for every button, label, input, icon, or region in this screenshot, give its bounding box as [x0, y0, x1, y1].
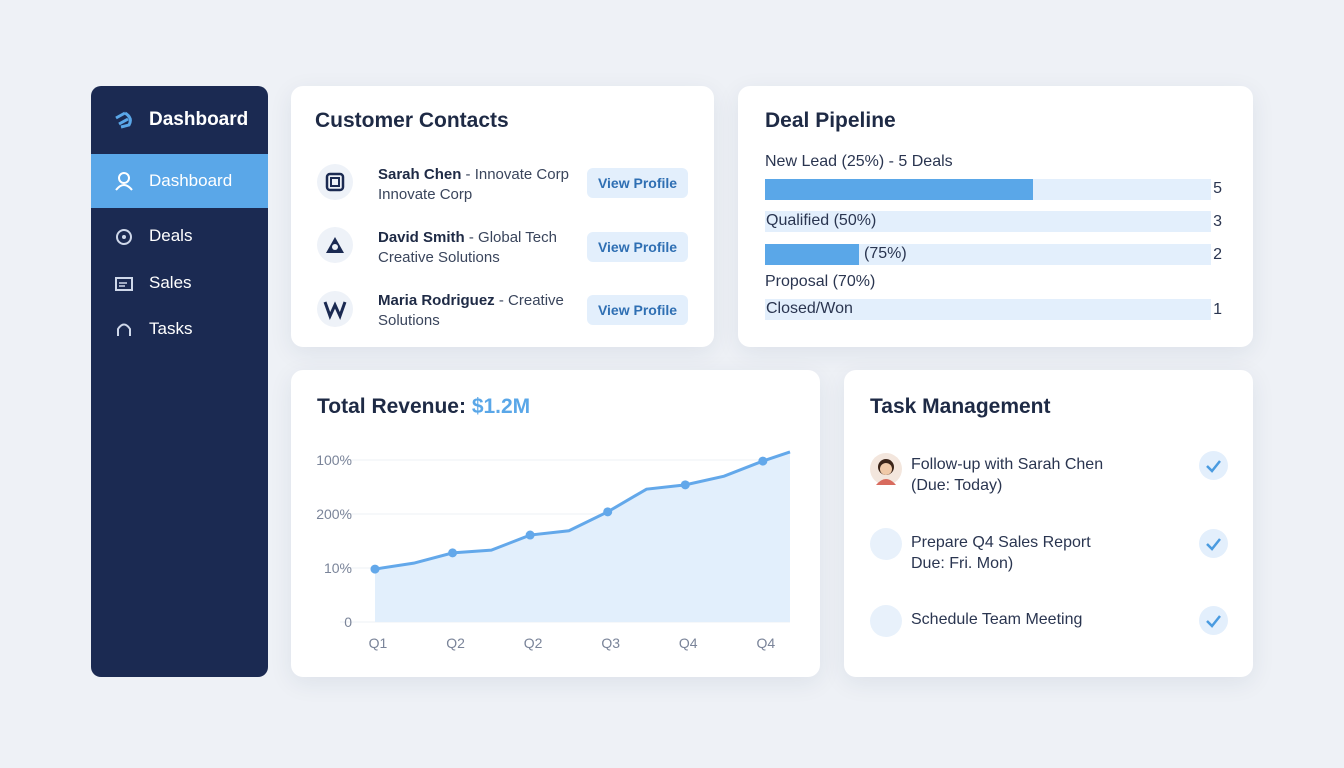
pipeline-card: Deal Pipeline New Lead (25%) - 5 Deals 5… — [738, 86, 1253, 347]
avatar — [317, 164, 353, 200]
stage-count: 1 — [1213, 301, 1222, 318]
point — [525, 530, 535, 540]
task-avatar — [870, 453, 902, 485]
task-check[interactable] — [1199, 529, 1228, 558]
tasks-card: Task Management Follow-up with Sarah Che… — [844, 370, 1253, 677]
task-avatar — [870, 528, 902, 560]
contact-text: David Smith - Global Tech Creative Soluti… — [378, 228, 557, 268]
task-title: Follow-up with Sarah Chen — [911, 456, 1104, 473]
icon — [116, 229, 132, 245]
contact-sub: Creative Solutions — [378, 249, 500, 266]
stage-fill — [765, 179, 1033, 200]
stage-count: 2 — [1213, 246, 1222, 263]
contact-company: - Global Tech — [468, 229, 557, 246]
contact-company: - Innovate Corp — [465, 166, 569, 183]
chart-subtitle: $1.2M — [471, 395, 531, 418]
view-profile-button[interactable]: View Profile — [587, 232, 688, 262]
x-tick-label: Q2 — [446, 635, 465, 651]
task-title: Schedule Team Meeting — [911, 611, 1083, 628]
avatar — [317, 291, 353, 327]
line — [374, 450, 791, 571]
contacts-card: Customer Contacts Sarah Chen - Innovate … — [291, 86, 714, 347]
icon — [117, 323, 131, 336]
stage-label: (75%) — [864, 245, 907, 262]
nav-item[interactable]: Sales — [91, 260, 268, 306]
nav-item[interactable]: Tasks — [91, 306, 268, 352]
x-tick-label: Q2 — [524, 635, 543, 651]
stage-label: New Lead (25%) - 5 Deals — [765, 153, 953, 170]
nav-label: Deals — [149, 226, 193, 245]
x-tick-label: Q1 — [369, 635, 388, 651]
x-tick-label: Q4 — [679, 635, 698, 651]
icon — [115, 277, 133, 291]
task-check[interactable] — [1199, 606, 1228, 635]
contact-text: Sarah Chen - Innovate Corp Innovate Corp — [378, 165, 569, 205]
task-avatar — [870, 605, 902, 637]
stage-track: (75%) — [765, 244, 1211, 265]
x-tick-label: Q4 — [757, 635, 776, 651]
stage-track — [765, 179, 1211, 200]
point — [448, 548, 458, 558]
task-due: Due: Fri. Mon) — [911, 555, 1014, 572]
contact-sub: Innovate Corp — [378, 186, 473, 203]
point — [603, 507, 613, 517]
card-title: Customer Contacts — [315, 109, 509, 132]
sidebar-title: Dashboard — [149, 109, 249, 130]
chart-title: Total Revenue: — [317, 395, 466, 418]
task-text: Prepare Q4 Sales Report Due: Fri. Mon) — [911, 532, 1091, 574]
stage-count: 3 — [1213, 213, 1222, 230]
point — [680, 480, 690, 490]
stage-count: 5 — [1213, 180, 1222, 197]
task-check[interactable] — [1199, 451, 1228, 480]
sidebar: Dashboard Dashboard Deals Sales Tasks — [91, 86, 268, 677]
stage-fill — [765, 244, 859, 265]
point — [758, 456, 768, 466]
chart-title-row: Total Revenue: $1.2M — [317, 395, 530, 419]
task-text: Follow-up with Sarah Chen (Due: Today) — [911, 454, 1103, 496]
y-tick-label: 0 — [344, 614, 352, 630]
view-profile-button[interactable]: View Profile — [587, 295, 688, 325]
stage-label: Proposal (70%) — [765, 273, 876, 290]
nav-item[interactable]: Deals — [91, 213, 268, 259]
view-profile-button[interactable]: View Profile — [587, 168, 688, 198]
nav-item[interactable]: Dashboard — [91, 154, 268, 208]
y-tick-label: 10% — [324, 560, 352, 576]
contact-text: Maria Rodriguez - Creative Solutions — [378, 291, 564, 331]
card-title: Deal Pipeline — [765, 109, 896, 132]
nav-label: Tasks — [149, 319, 193, 338]
card-title: Task Management — [870, 395, 1051, 418]
stage-track: Closed/Won — [765, 299, 1211, 320]
y-tick-label: 100% — [316, 452, 352, 468]
contact-name: Sarah Chen — [378, 166, 462, 183]
area — [375, 451, 790, 622]
logo — [115, 111, 132, 129]
stage-label: Qualified (50%) — [766, 212, 877, 229]
contact-name: Maria Rodriguez — [378, 292, 495, 309]
avatar — [317, 227, 353, 263]
contact-company: - Creative — [498, 292, 564, 309]
point — [370, 564, 380, 574]
contact-sub: Solutions — [378, 312, 440, 329]
x-tick-label: Q3 — [601, 635, 620, 651]
stage-track: Qualified (50%) — [765, 211, 1211, 232]
icon — [115, 172, 133, 191]
task-text: Schedule Team Meeting — [911, 609, 1082, 630]
nav-label: Sales — [149, 273, 192, 292]
stage-label: Closed/Won — [766, 300, 853, 317]
contact-name: David Smith — [378, 229, 465, 246]
nav-label: Dashboard — [149, 171, 233, 190]
task-title: Prepare Q4 Sales Report — [911, 534, 1091, 551]
task-due: (Due: Today) — [911, 477, 1003, 494]
y-tick-label: 200% — [316, 506, 352, 522]
